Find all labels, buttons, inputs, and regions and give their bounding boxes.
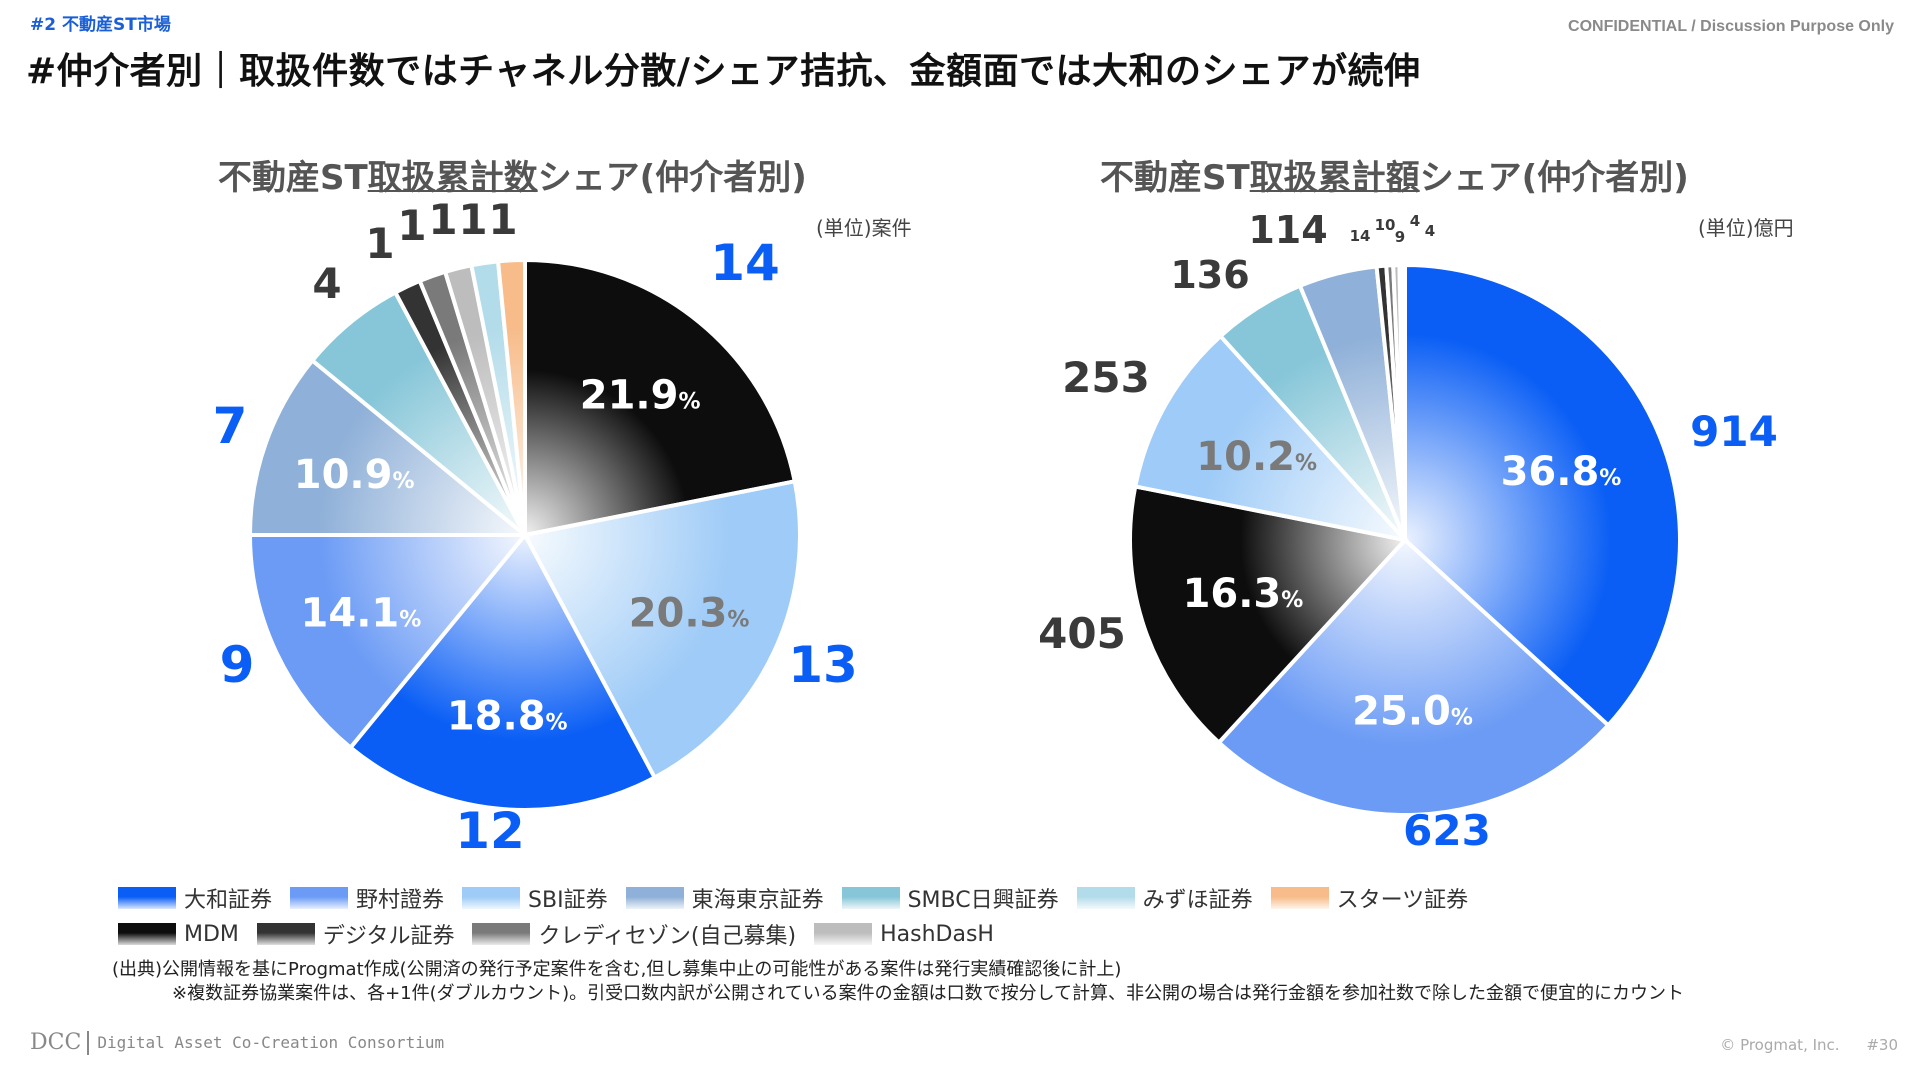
- legend-label-tokai: 東海東京証券: [691, 888, 824, 913]
- legend-item-credit: クレディセゾン(自己募集): [472, 918, 796, 950]
- legend-swatch-sbi: [462, 887, 521, 909]
- value-label-amount-mizuho: 4: [1410, 212, 1420, 230]
- legend-label-digital: デジタル証券: [322, 924, 455, 949]
- legend-swatch-stars: [1270, 887, 1329, 909]
- legend-swatch-mdm: [118, 923, 176, 945]
- footer-right: © Progmat, Inc. #30: [1698, 1036, 1898, 1054]
- legend-item-mdm: MDM: [118, 922, 239, 947]
- pie-slice-amount-stars: [1400, 262, 1407, 541]
- pct-label-count-tokai: 10.9%: [294, 452, 415, 498]
- value-label-amount-digital: 14: [1350, 227, 1371, 245]
- value-label-amount-mdm: 405: [1038, 609, 1126, 658]
- pie-slice-count-tokai: [247, 357, 531, 537]
- value-label-amount-nomura: 623: [1403, 806, 1491, 855]
- source-note: (出典)公開情報を基にProgmat作成(公開済の発行予定案件を含む,但し募集中…: [112, 958, 1684, 1006]
- legend-label-mizuho: みずほ証券: [1142, 888, 1253, 913]
- count-chart-title-post: シェア(仲介者別): [537, 158, 807, 198]
- confidential-label: CONFIDENTIAL / Discussion Purpose Only: [1568, 18, 1894, 35]
- legend-item-smbc: SMBC日興証券: [841, 882, 1059, 914]
- pct-label-count-daiwa: 18.8%: [447, 694, 568, 740]
- count-chart-title: 不動産ST取扱累計数シェア(仲介者別): [218, 150, 807, 199]
- legend-item-mizuho: みずほ証券: [1076, 882, 1253, 914]
- value-label-count-digital: 1: [365, 219, 394, 268]
- page-title: #仲介者別｜取扱件数ではチャネル分散/シェア拮抗、金額面では大和のシェアが続伸: [26, 51, 1421, 92]
- legend: 大和証券 野村證券 SBI証券 東海東京証券 SMBC日興証券 みずほ証券 スターツ証券 M…: [118, 880, 1486, 952]
- amount-chart-unit: (単位)億円: [1698, 216, 1794, 240]
- legend-item-hashdash: HashDasH: [814, 922, 994, 947]
- value-label-count-daiwa: 12: [455, 802, 525, 860]
- source-line-1: (出典)公開情報を基にProgmat作成(公開済の発行予定案件を含む,但し募集中…: [112, 959, 1122, 980]
- pie-slice-amount-nomura: [1216, 537, 1612, 817]
- legend-item-stars: スターツ証券: [1270, 882, 1469, 914]
- amount-chart-title-pre: 不動産ST: [1100, 158, 1250, 198]
- legend-swatch-tokai: [625, 887, 684, 909]
- pct-label-amount-nomura: 25.0%: [1352, 688, 1473, 734]
- legend-item-daiwa: 大和証券: [118, 882, 272, 914]
- org-name: Digital Asset Co-Creation Consortium: [97, 1033, 445, 1052]
- legend-swatch-daiwa: [118, 887, 176, 909]
- value-label-count-hashdash: 1: [428, 195, 457, 244]
- pie-slice-count-stars: [495, 257, 527, 536]
- legend-swatch-mizuho: [1076, 887, 1135, 909]
- section-tag: #2 不動産ST市場: [30, 15, 171, 35]
- value-label-count-tokai: 7: [213, 397, 248, 455]
- logo-divider: [87, 1030, 90, 1055]
- value-label-amount-smbc: 136: [1170, 253, 1249, 297]
- legend-label-sbi: SBI証券: [528, 888, 608, 913]
- dcc-logo: DCC: [30, 1030, 82, 1055]
- value-label-count-mdm: 14: [710, 234, 780, 292]
- value-label-count-smbc: 4: [312, 259, 341, 308]
- pie-slice-amount-daiwa: [1403, 262, 1682, 729]
- footer-logo: DCC Digital Asset Co-Creation Consortium: [30, 1030, 444, 1055]
- pie-slice-count-mdm: [523, 257, 798, 538]
- pie-slice-count-daiwa: [347, 531, 658, 812]
- value-label-amount-tokai: 114: [1248, 208, 1327, 252]
- amount-chart-title: 不動産ST取扱累計額シェア(仲介者別): [1100, 150, 1689, 199]
- legend-label-smbc: SMBC日興証券: [907, 888, 1059, 913]
- value-label-amount-sbi: 253: [1062, 353, 1150, 402]
- value-label-count-sbi: 13: [788, 636, 858, 694]
- legend-row-1: 大和証券 野村證券 SBI証券 東海東京証券 SMBC日興証券 みずほ証券 スターツ証券: [118, 880, 1486, 916]
- value-label-amount-credit: 10: [1375, 216, 1396, 234]
- value-label-count-credit: 1: [397, 201, 426, 250]
- amount-chart-title-post: シェア(仲介者別): [1419, 158, 1689, 198]
- value-label-amount-hashdash: 9: [1395, 228, 1405, 246]
- pie-slice-amount-sbi: [1132, 333, 1411, 544]
- count-chart-title-pre: 不動産ST: [218, 158, 368, 198]
- legend-item-nomura: 野村證券: [290, 882, 444, 914]
- copyright: © Progmat, Inc.: [1720, 1036, 1840, 1054]
- value-label-amount-daiwa: 914: [1690, 407, 1778, 456]
- legend-label-mdm: MDM: [184, 921, 239, 947]
- value-label-count-stars: 1: [488, 195, 517, 244]
- value-label-count-nomura: 9: [220, 636, 255, 694]
- legend-item-digital: デジタル証券: [256, 918, 455, 950]
- legend-swatch-credit: [472, 923, 531, 945]
- legend-item-sbi: SBI証券: [462, 882, 608, 914]
- page-number: #30: [1866, 1036, 1898, 1054]
- count-chart-title-underlined: 取扱累計数: [367, 158, 538, 198]
- legend-swatch-smbc: [841, 887, 900, 909]
- legend-item-tokai: 東海東京証券: [625, 882, 824, 914]
- count-chart-unit: (単位)案件: [816, 216, 912, 240]
- legend-swatch-nomura: [290, 887, 349, 909]
- legend-label-hashdash: HashDasH: [880, 921, 994, 947]
- pie-slice-amount-mdm: [1128, 484, 1409, 746]
- legend-label-nomura: 野村證券: [356, 888, 445, 913]
- legend-row-2: MDM デジタル証券 クレディセゾン(自己募集) HashDasH: [118, 916, 1486, 952]
- source-line-2: ※複数証券協業案件は、各+1件(ダブルカウント)。引受口数内訳が公開されている案…: [172, 983, 1685, 1004]
- legend-swatch-hashdash: [814, 923, 873, 945]
- legend-swatch-digital: [256, 923, 315, 945]
- value-label-count-mizuho: 1: [458, 195, 487, 244]
- pie-slice-count-sbi: [521, 478, 802, 781]
- legend-label-credit: クレディセゾン(自己募集): [538, 924, 797, 949]
- legend-label-stars: スターツ証券: [1336, 888, 1469, 913]
- amount-chart-title-underlined: 取扱累計額: [1249, 158, 1420, 198]
- value-label-amount-stars: 4: [1425, 222, 1435, 240]
- pie-slice-count-nomura: [247, 533, 530, 751]
- legend-label-daiwa: 大和証券: [184, 888, 273, 913]
